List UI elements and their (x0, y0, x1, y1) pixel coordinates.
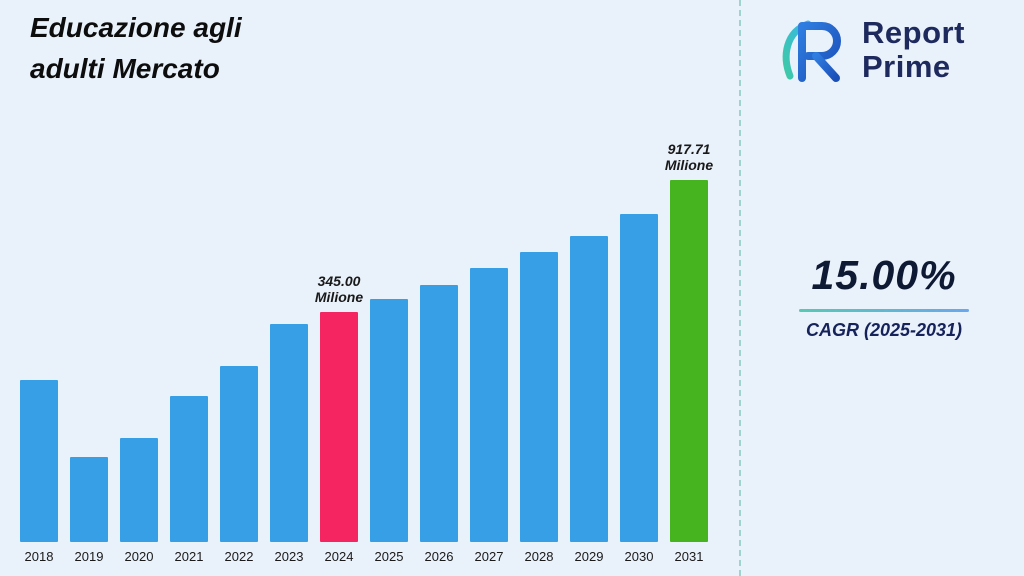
x-axis-label-2028: 2028 (524, 549, 554, 564)
x-axis-label-2019: 2019 (74, 549, 104, 564)
bar-wrap-2028 (520, 252, 558, 542)
bar-2023 (270, 324, 308, 542)
x-axis-label-2025: 2025 (374, 549, 404, 564)
chart-column-2029: 2029 (570, 236, 608, 564)
x-axis-label-2031: 2031 (674, 549, 704, 564)
bar-2030 (620, 214, 658, 542)
bar-annotation-2024: 345.00 Milione (315, 273, 363, 306)
bar-wrap-2022 (220, 366, 258, 542)
bar-2024 (320, 312, 358, 542)
annotation-value: 345.00 (317, 272, 361, 289)
chart-column-2023: 2023 (270, 324, 308, 564)
bar-2020 (120, 438, 158, 542)
bar-wrap-2021 (170, 396, 208, 542)
cagr-block: 15.00% CAGR (2025-2031) (786, 252, 982, 341)
bar-2019 (70, 457, 108, 542)
x-axis-label-2024: 2024 (324, 549, 354, 564)
chart-column-2018: 2018 (20, 380, 58, 564)
bar-2031 (670, 180, 708, 542)
bar-2026 (420, 285, 458, 542)
chart-column-2030: 2030 (620, 214, 658, 564)
bar-2022 (220, 366, 258, 542)
x-axis-label-2023: 2023 (274, 549, 304, 564)
page-title-line1: Educazione agli (30, 12, 242, 43)
logo-word-prime: Prime (862, 49, 951, 84)
x-axis-label-2030: 2030 (624, 549, 654, 564)
annotation-unit: Milione (664, 157, 714, 174)
chart-column-2022: 2022 (220, 366, 258, 564)
bar-2029 (570, 236, 608, 542)
bar-wrap-2023 (270, 324, 308, 542)
bar-annotation-2031: 917.71 Milione (665, 141, 713, 174)
bar-wrap-2027 (470, 268, 508, 542)
x-axis-label-2021: 2021 (174, 549, 204, 564)
logo-mark-icon (782, 20, 841, 82)
bar-wrap-2019 (70, 457, 108, 542)
x-axis-label-2027: 2027 (474, 549, 504, 564)
chart-column-2031: 917.71 Milione 2031 (665, 141, 713, 564)
chart-column-2027: 2027 (470, 268, 508, 564)
vertical-divider (739, 0, 741, 576)
report-prime-logo: Report Prime (778, 14, 965, 86)
chart-column-2026: 2026 (420, 285, 458, 564)
bar-wrap-2026 (420, 285, 458, 542)
bar-wrap-2029 (570, 236, 608, 542)
chart-column-2025: 2025 (370, 299, 408, 564)
x-axis-label-2018: 2018 (24, 549, 54, 564)
chart-column-2019: 2019 (70, 457, 108, 564)
bar-2027 (470, 268, 508, 542)
chart-column-2021: 2021 (170, 396, 208, 564)
logo-wordmark: Report Prime (862, 14, 965, 84)
bar-wrap-2031: 917.71 Milione (665, 141, 713, 542)
cagr-value: 15.00% (811, 252, 957, 298)
bar-wrap-2025 (370, 299, 408, 542)
bar-2021 (170, 396, 208, 542)
bar-2018 (20, 380, 58, 542)
chart-column-2024: 345.00 Milione 2024 (315, 273, 363, 564)
cagr-label: CAGR (2025-2031) (805, 320, 963, 340)
bar-2028 (520, 252, 558, 542)
page-title: Educazione agli adulti Mercato (30, 8, 242, 89)
x-axis-label-2029: 2029 (574, 549, 604, 564)
bar-wrap-2030 (620, 214, 658, 542)
bar-wrap-2024: 345.00 Milione (315, 273, 363, 542)
x-axis-label-2022: 2022 (224, 549, 254, 564)
chart-column-2028: 2028 (520, 252, 558, 564)
annotation-unit: Milione (314, 289, 364, 306)
logo-word-report: Report (862, 14, 965, 50)
bar-chart: 2018 2019 2020 2021 2022 2023 345.00 Milione 202… (20, 134, 713, 564)
x-axis-label-2026: 2026 (424, 549, 454, 564)
cagr-underline (799, 309, 969, 312)
bar-2025 (370, 299, 408, 542)
x-axis-label-2020: 2020 (124, 549, 154, 564)
page-title-line2: adulti Mercato (30, 52, 220, 84)
chart-column-2020: 2020 (120, 438, 158, 564)
annotation-value: 917.71 (667, 140, 711, 157)
bar-wrap-2018 (20, 380, 58, 542)
bar-wrap-2020 (120, 438, 158, 542)
